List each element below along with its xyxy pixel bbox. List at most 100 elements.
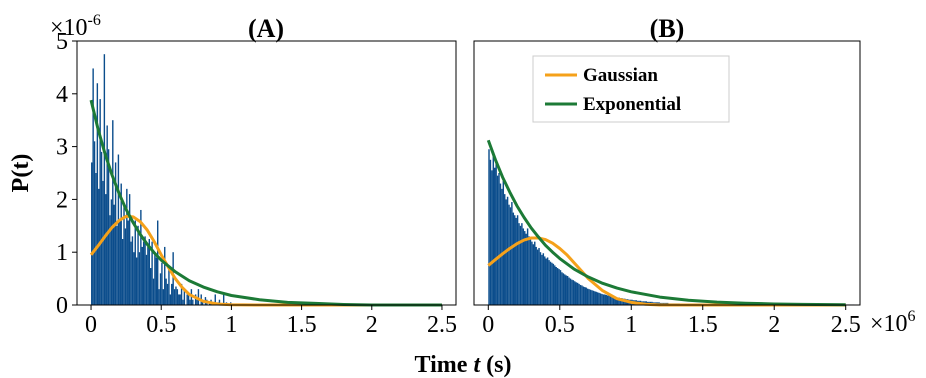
panel-a-hist-bar <box>157 220 159 305</box>
panel-b-hist-bar <box>592 290 595 305</box>
panel-a-hist-bar <box>127 220 129 305</box>
panel-b-hist-bar <box>599 293 602 305</box>
panel-a-hist-bar <box>192 299 194 305</box>
panel-b-hist-bar <box>502 180 505 305</box>
panel-b-hist-bar <box>565 275 567 305</box>
panel-a-hist-bar <box>180 283 183 305</box>
panel-b-hist-bar <box>525 233 527 305</box>
panel-a-histogram <box>91 54 232 306</box>
panel-b-hist-bar <box>551 262 553 305</box>
panel-a-hist-bar <box>152 278 155 305</box>
panel-b-hist-bar <box>508 204 510 305</box>
panel-b-hist-bar <box>605 294 607 305</box>
panel-b-hist-bar <box>575 282 577 305</box>
panel-a-hist-bar <box>116 225 118 305</box>
panel-a-hist-bar <box>189 299 191 305</box>
panel-b-hist-bar <box>492 154 495 305</box>
panel-b-gaussian-curve <box>487 236 846 307</box>
panel-a-title: (A) <box>248 14 284 43</box>
panel-b: 0 0.5 1 1.5 2 2.5 (B) ×106 Gaussian Exponenti… <box>473 14 916 338</box>
panel-a-hist-bar <box>175 286 177 305</box>
panel-a-hist-bar <box>214 294 216 305</box>
panel-b-hist-bar <box>586 288 589 305</box>
panel-b-hist-bar <box>594 291 596 305</box>
panel-b-hist-bar <box>514 215 516 305</box>
panel-b-hist-bar <box>619 298 622 305</box>
legend-box <box>532 55 730 123</box>
panel-b-hist-bar <box>499 183 502 305</box>
panel-a-y-multiplier: ×10-6 <box>50 12 101 41</box>
panel-a-hist-bar <box>182 299 184 305</box>
panel-a-hist-bar <box>218 299 221 305</box>
panel-b-hist-bar <box>496 175 499 305</box>
panel-b-hist-bar <box>566 275 569 305</box>
legend-gaussian-label: Gaussian <box>583 65 658 86</box>
panel-a-hist-bar <box>133 252 135 305</box>
panel-a-hist-bar <box>178 294 180 305</box>
panel-b-hist-bar <box>588 289 590 305</box>
panel-a-hist-bar <box>105 194 107 305</box>
panel-b-hist-bar <box>609 296 612 305</box>
panel-b-hist-bar <box>584 287 586 305</box>
panel-a-hist-bar <box>196 299 198 305</box>
panel-b-frame <box>473 40 861 306</box>
panel-a-hist-bar <box>171 283 173 305</box>
panel-b-hist-bar <box>552 263 555 305</box>
panel-b-hist-bar <box>572 280 575 305</box>
panel-b-hist-bar <box>516 215 519 305</box>
panel-b-hist-bar <box>571 279 573 305</box>
panel-b-hist-bar <box>528 236 530 305</box>
panel-b-hist-bar <box>621 298 623 305</box>
panel-a-curves <box>89 99 442 307</box>
panel-a-hist-bar <box>172 252 174 305</box>
panel-a-hist-bar <box>113 204 115 305</box>
panel-a-hist-bar <box>179 294 181 305</box>
panel-b-hist-bar <box>534 241 536 305</box>
panel-a-x-tick-label: 2 <box>366 312 378 338</box>
panel-b-hist-bar <box>549 261 552 305</box>
panel-b-hist-bar <box>559 270 562 305</box>
panel-b-hist-bar <box>611 296 613 305</box>
panel-a-hist-bar <box>119 220 121 305</box>
legend-exponential-label: Exponential <box>583 94 681 115</box>
panel-b-hist-bar <box>554 265 556 305</box>
panel-a-hist-bar <box>186 294 188 305</box>
panel-b-hist-bar <box>585 287 587 305</box>
panel-b-x-tick-label: 2 <box>768 312 780 338</box>
panel-b-hist-bar <box>578 283 580 305</box>
panel-b-hist-bar <box>544 256 546 305</box>
panel-a-hist-bar <box>155 257 158 305</box>
y-axis-label: P(t) <box>8 154 34 193</box>
panel-a-hist-bar <box>165 278 167 305</box>
panel-a-hist-bar <box>110 199 113 305</box>
panel-a-hist-bar <box>176 289 179 305</box>
panel-a-hist-bar <box>99 99 101 305</box>
panel-a-hist-bar <box>91 162 93 305</box>
panel-b-hist-bar <box>504 194 506 305</box>
panel-a: 0 0.5 1 1.5 2 2.5 0 1 2 3 4 5 (A) ×10-6 P(t) <box>8 12 457 338</box>
panel-b-hist-bar <box>595 291 597 305</box>
panel-a-x-tick-label: 1.5 <box>287 312 317 338</box>
panel-b-hist-bar <box>616 297 619 305</box>
panel-a-hist-bar <box>194 294 197 305</box>
panel-b-hist-bar <box>618 297 620 305</box>
panel-a-hist-bar <box>102 180 104 305</box>
panel-b-x-tick-label: 1 <box>625 312 637 338</box>
panel-a-y-tick-label: 0 <box>56 293 68 319</box>
panel-b-hist-bar <box>604 294 606 305</box>
panel-b-x-tick-label: 0.5 <box>545 312 575 338</box>
panel-b-hist-bar <box>555 266 557 305</box>
panel-a-y-tick-label: 4 <box>56 82 68 108</box>
panel-a-y-tick-label: 1 <box>56 240 68 266</box>
panel-a-hist-bar <box>96 83 99 306</box>
panel-a-hist-bar <box>145 254 148 305</box>
panel-b-hist-bar <box>519 225 522 305</box>
panel-b-hist-bar <box>558 269 560 305</box>
panel-b-hist-bar <box>494 167 496 305</box>
panel-b-hist-bar <box>591 290 593 305</box>
panel-b-histogram <box>488 149 855 305</box>
panel-a-hist-bar <box>128 194 131 305</box>
panel-a-hist-bar <box>137 225 139 305</box>
panel-b-hist-bar <box>522 228 525 305</box>
panel-a-hist-bar <box>166 283 169 305</box>
